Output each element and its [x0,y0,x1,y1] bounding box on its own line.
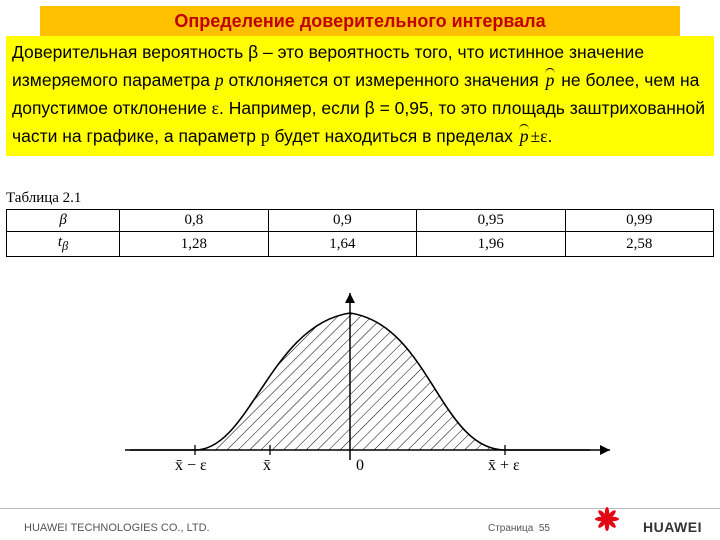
p-bar-symbol: p [518,122,531,150]
table-cell: 2,58 [565,232,713,257]
axis-label-left: x̄ − ε [175,457,207,475]
footer: HUAWEI TECHNOLOGIES CO., LTD. Страница 5… [0,508,720,540]
table-row: tβ 1,28 1,64 1,96 2,58 [7,232,714,257]
table-cell: 1,96 [417,232,565,257]
table-cell: 0,8 [120,210,268,232]
page-number: 55 [539,523,550,534]
footer-company: HUAWEI TECHNOLOGIES CO., LTD. [24,522,210,534]
text-seg: будет находиться в пределах [270,126,518,146]
row-label-tbeta: tβ [7,232,120,257]
table-cell: 0,9 [268,210,416,232]
huawei-logo-text: HUAWEI [643,519,702,535]
row-label-beta: β [7,210,120,232]
p-bar-symbol: p [544,66,557,94]
slide-title: Определение доверительного интервала [40,6,680,36]
table-wrap: Таблица 2.1 β 0,8 0,9 0,95 0,99 tβ 1,28 … [6,190,714,257]
table-cell: 0,95 [417,210,565,232]
axis-label-xbar: x̄ [263,457,271,475]
epsilon: ε [212,98,219,118]
data-table: β 0,8 0,9 0,95 0,99 tβ 1,28 1,64 1,96 2,… [6,209,714,257]
huawei-logo-icon [594,507,620,536]
param-p: p [261,126,270,146]
beta-sub: β [62,239,68,253]
table-cell: 0,99 [565,210,713,232]
axis-label-right: x̄ + ε [488,457,520,475]
table-cell: 1,28 [120,232,268,257]
param-p: p [215,70,224,90]
slide: Определение доверительного интервала Дов… [0,0,720,540]
table-row: β 0,8 0,9 0,95 0,99 [7,210,714,232]
text-seg: отклоняется от измеренного значения [224,70,544,90]
body-paragraph: Доверительная вероятность β – это вероят… [6,36,714,156]
table-cell: 1,64 [268,232,416,257]
axis-label-zero: 0 [356,457,364,475]
bell-curve-chart: x̄ − ε x̄ 0 x̄ + ε [120,285,620,485]
footer-page: Страница 55 [488,523,550,534]
table-caption: Таблица 2.1 [6,190,714,207]
page-label: Страница [488,523,533,534]
text-seg: . [547,126,552,146]
plus-minus: ± [530,126,540,146]
